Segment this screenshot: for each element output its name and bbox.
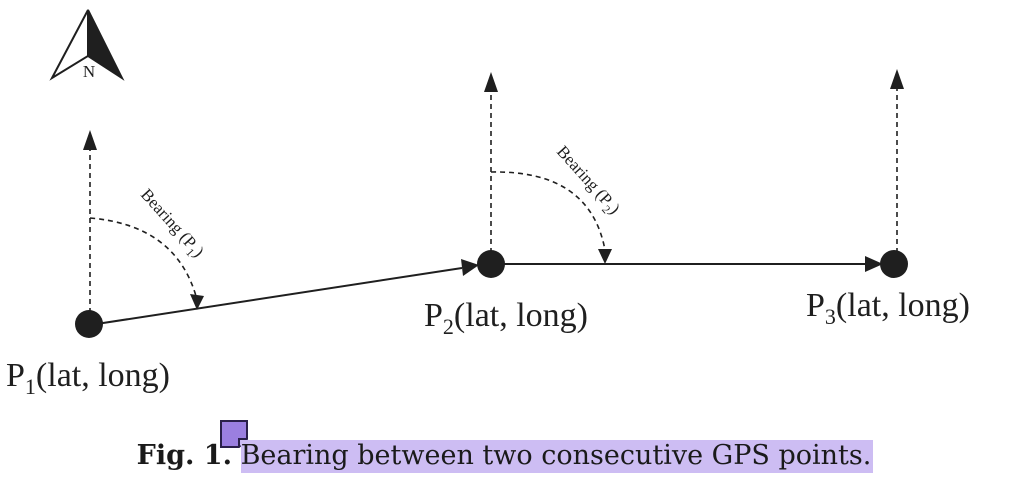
north-reference-line xyxy=(890,69,904,262)
point-label-p3: P3(lat, long) xyxy=(806,287,970,329)
gps-point-p2 xyxy=(477,250,505,278)
figure-caption: Fig. 1. Bearing between two consecutive … xyxy=(0,432,1010,480)
bearing-arc xyxy=(490,171,612,264)
highlighted-caption-text[interactable]: Bearing between two consecutive GPS poin… xyxy=(240,440,874,473)
gps-point-p3 xyxy=(880,250,908,278)
figure-number: Fig. 1. xyxy=(136,440,232,471)
north-reference-line xyxy=(83,130,97,322)
bearing-label-p1: Bearing (P1) xyxy=(134,185,208,263)
point-label-p1: P1(lat, long) xyxy=(6,357,170,399)
north-label: N xyxy=(83,62,95,81)
gps-point-p1 xyxy=(75,310,103,338)
path-segment xyxy=(89,259,479,326)
bearing-arc xyxy=(89,217,204,310)
path-segment xyxy=(491,256,883,272)
bearing-label-p2: Bearing (P2) xyxy=(550,142,624,220)
point-label-p2: P2(lat, long) xyxy=(424,297,588,339)
north-arrow-icon: N xyxy=(49,9,125,81)
north-reference-line xyxy=(484,72,498,262)
